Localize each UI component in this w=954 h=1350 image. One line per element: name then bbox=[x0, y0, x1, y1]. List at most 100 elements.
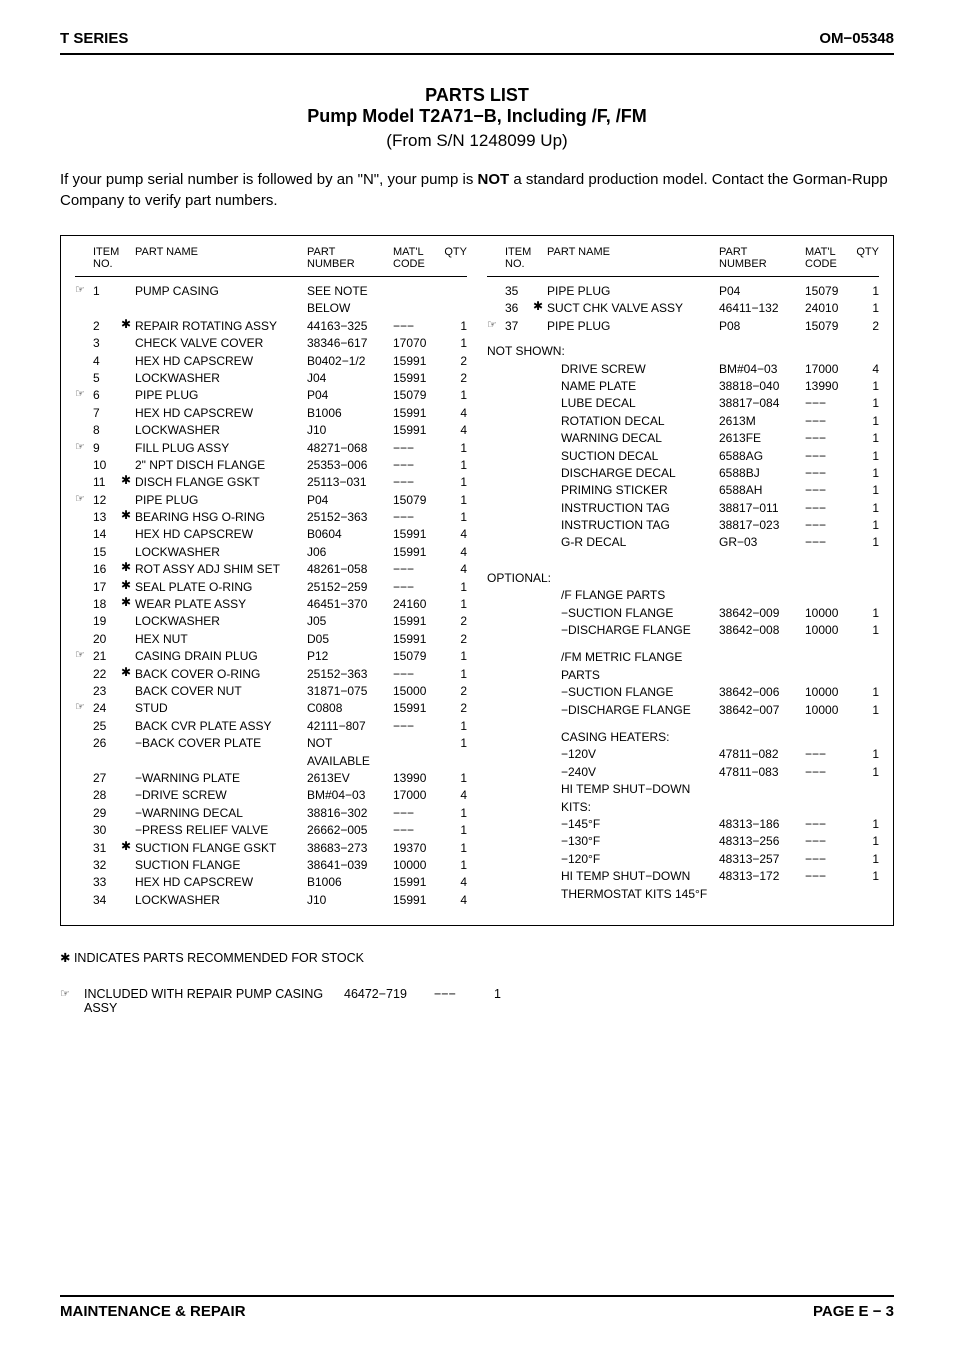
part-number: GR−03 bbox=[719, 534, 805, 551]
matl-code: 15991 bbox=[393, 874, 441, 891]
part-number: 48313−172 bbox=[719, 868, 805, 885]
matl-code: −−− bbox=[805, 833, 853, 850]
item-no bbox=[505, 649, 533, 684]
table-row: INSTRUCTION TAG38817−023−−−1 bbox=[487, 517, 879, 534]
pointer-icon: ☞ bbox=[75, 492, 93, 509]
star-icon bbox=[121, 492, 135, 509]
table-row: ☞24STUDC0808159912 bbox=[75, 700, 467, 717]
part-number: 48313−186 bbox=[719, 816, 805, 833]
qty: 1 bbox=[441, 666, 467, 683]
part-name: −120°F bbox=[547, 851, 719, 868]
part-number: 48261−058 bbox=[307, 561, 393, 578]
pointer-icon bbox=[75, 857, 93, 874]
part-number: B1006 bbox=[307, 874, 393, 891]
star-icon bbox=[533, 534, 547, 551]
intro-bold: NOT bbox=[478, 171, 510, 188]
part-number: 46411−132 bbox=[719, 300, 805, 317]
part-name: BACK COVER O-RING bbox=[135, 666, 307, 683]
part-number bbox=[719, 886, 805, 903]
part-number: P08 bbox=[719, 318, 805, 335]
part-name: HI TEMP SHUT−DOWN KITS: bbox=[547, 781, 719, 816]
table-row: 35PIPE PLUGP04150791 bbox=[487, 283, 879, 300]
part-name: LUBE DECAL bbox=[547, 395, 719, 412]
qty: 1 bbox=[441, 805, 467, 822]
matl-code: −−− bbox=[805, 851, 853, 868]
part-name: LOCKWASHER bbox=[135, 544, 307, 561]
matl-code: 15000 bbox=[393, 683, 441, 700]
table-row: 102" NPT DISCH FLANGE25353−006−−−1 bbox=[75, 457, 467, 474]
part-name: INSTRUCTION TAG bbox=[547, 500, 719, 517]
part-name: 2" NPT DISCH FLANGE bbox=[135, 457, 307, 474]
part-number: P04 bbox=[307, 387, 393, 404]
star-icon bbox=[121, 335, 135, 352]
qty: 1 bbox=[853, 534, 879, 551]
part-name: THERMOSTAT KITS 145°F bbox=[547, 886, 719, 903]
part-number: 38642−007 bbox=[719, 702, 805, 719]
qty: 4 bbox=[441, 874, 467, 891]
star-icon: ✱ bbox=[533, 300, 547, 317]
pointer-icon: ☞ bbox=[60, 987, 84, 1015]
pointer-icon bbox=[487, 500, 505, 517]
matl-code: −−− bbox=[393, 805, 441, 822]
table-row: ☞37PIPE PLUGP08150792 bbox=[487, 318, 879, 335]
qty: 1 bbox=[853, 517, 879, 534]
qty: 1 bbox=[441, 770, 467, 787]
section-heading: OPTIONAL: bbox=[487, 570, 879, 587]
pointer-icon bbox=[487, 395, 505, 412]
star-icon bbox=[121, 457, 135, 474]
part-name: −SUCTION FLANGE bbox=[547, 605, 719, 622]
star-icon bbox=[533, 361, 547, 378]
part-number: P04 bbox=[719, 283, 805, 300]
table-row: HI TEMP SHUT−DOWN KITS: bbox=[487, 781, 879, 816]
pointer-icon bbox=[487, 283, 505, 300]
table-row: PRIMING STICKER6588AH−−−1 bbox=[487, 482, 879, 499]
item-no: 14 bbox=[93, 526, 121, 543]
part-name: PIPE PLUG bbox=[547, 283, 719, 300]
star-icon: ✱ bbox=[121, 509, 135, 526]
star-icon bbox=[533, 729, 547, 746]
qty: 1 bbox=[441, 509, 467, 526]
pointer-icon bbox=[75, 457, 93, 474]
item-no bbox=[505, 361, 533, 378]
part-number: 31871−075 bbox=[307, 683, 393, 700]
item-no bbox=[505, 764, 533, 781]
star-icon bbox=[533, 283, 547, 300]
qty bbox=[853, 649, 879, 684]
pointer-icon bbox=[75, 318, 93, 335]
part-number: 38683−273 bbox=[307, 840, 393, 857]
part-number: B1006 bbox=[307, 405, 393, 422]
item-no bbox=[505, 605, 533, 622]
star-icon bbox=[121, 283, 135, 318]
star-icon bbox=[121, 770, 135, 787]
star-icon bbox=[121, 874, 135, 891]
part-name: −120V bbox=[547, 746, 719, 763]
pointer-icon bbox=[75, 613, 93, 630]
qty bbox=[853, 587, 879, 604]
qty bbox=[853, 781, 879, 816]
matl-code: 10000 bbox=[393, 857, 441, 874]
star-icon bbox=[533, 318, 547, 335]
pointer-icon bbox=[487, 649, 505, 684]
qty: 2 bbox=[441, 370, 467, 387]
qty bbox=[441, 283, 467, 318]
part-number: 25152−363 bbox=[307, 666, 393, 683]
item-no: 23 bbox=[93, 683, 121, 700]
part-name: LOCKWASHER bbox=[135, 892, 307, 909]
footnote-repair-part: 46472−719 bbox=[344, 987, 434, 1015]
pointer-icon bbox=[487, 465, 505, 482]
section-label: OPTIONAL: bbox=[487, 570, 879, 587]
matl-code bbox=[805, 781, 853, 816]
qty: 4 bbox=[441, 526, 467, 543]
table-row: 3CHECK VALVE COVER38346−617170701 bbox=[75, 335, 467, 352]
part-name: DISCH FLANGE GSKT bbox=[135, 474, 307, 491]
item-no: 36 bbox=[505, 300, 533, 317]
table-row: LUBE DECAL38817−084−−−1 bbox=[487, 395, 879, 412]
qty: 1 bbox=[853, 283, 879, 300]
star-icon bbox=[121, 544, 135, 561]
qty: 1 bbox=[853, 413, 879, 430]
star-icon bbox=[533, 378, 547, 395]
item-no: 19 bbox=[93, 613, 121, 630]
item-no: 16 bbox=[93, 561, 121, 578]
matl-code: −−− bbox=[393, 822, 441, 839]
part-number: 48271−068 bbox=[307, 440, 393, 457]
